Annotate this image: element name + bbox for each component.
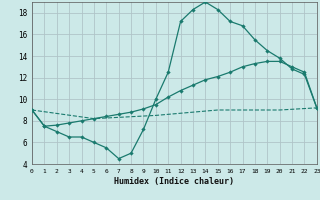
X-axis label: Humidex (Indice chaleur): Humidex (Indice chaleur) bbox=[115, 177, 234, 186]
